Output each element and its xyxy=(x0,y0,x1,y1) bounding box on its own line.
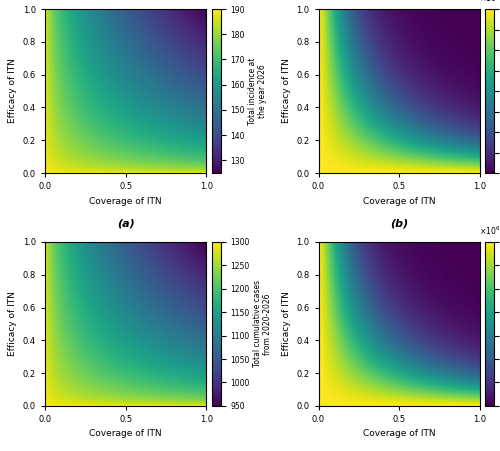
Text: (a): (a) xyxy=(117,219,134,229)
X-axis label: Coverage of ITN: Coverage of ITN xyxy=(363,197,436,206)
Y-axis label: Total incidence at
the year 2026: Total incidence at the year 2026 xyxy=(248,57,268,125)
X-axis label: Coverage of ITN: Coverage of ITN xyxy=(363,429,436,438)
Text: (b): (b) xyxy=(390,219,408,229)
Text: $\times10^6$: $\times10^6$ xyxy=(479,0,500,4)
Y-axis label: Efficacy of ITN: Efficacy of ITN xyxy=(8,59,17,124)
Y-axis label: Efficacy of ITN: Efficacy of ITN xyxy=(8,291,17,356)
Y-axis label: Efficacy of ITN: Efficacy of ITN xyxy=(282,291,290,356)
X-axis label: Coverage of ITN: Coverage of ITN xyxy=(90,197,162,206)
X-axis label: Coverage of ITN: Coverage of ITN xyxy=(90,429,162,438)
Y-axis label: Efficacy of ITN: Efficacy of ITN xyxy=(282,59,290,124)
Y-axis label: Total cumulative cases
from 2020-2026: Total cumulative cases from 2020-2026 xyxy=(253,281,272,368)
Text: $\times10^6$: $\times10^6$ xyxy=(479,225,500,237)
